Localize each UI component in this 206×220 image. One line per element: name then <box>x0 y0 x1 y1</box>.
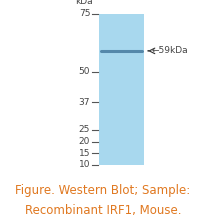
Text: 25: 25 <box>79 125 90 134</box>
Text: 10: 10 <box>79 160 90 169</box>
Text: 75: 75 <box>79 9 90 18</box>
Text: 15: 15 <box>79 149 90 158</box>
Text: ←59kDa: ←59kDa <box>151 46 188 55</box>
Text: Western Blot: Western Blot <box>105 0 171 2</box>
Text: kDa: kDa <box>75 0 92 6</box>
Text: Recombinant IRF1, Mouse.: Recombinant IRF1, Mouse. <box>25 204 181 217</box>
Text: 37: 37 <box>79 97 90 106</box>
Text: 50: 50 <box>79 67 90 76</box>
Bar <box>99 14 144 165</box>
Text: 20: 20 <box>79 137 90 146</box>
Text: Figure. Western Blot; Sample:: Figure. Western Blot; Sample: <box>15 184 191 197</box>
